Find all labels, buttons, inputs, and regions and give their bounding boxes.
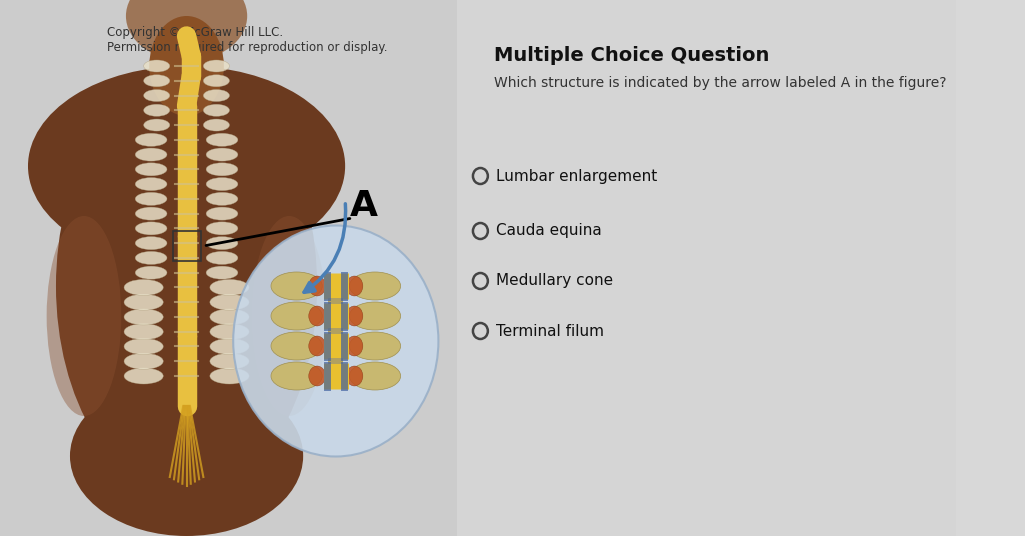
Ellipse shape	[144, 90, 170, 101]
Ellipse shape	[135, 163, 167, 176]
Ellipse shape	[206, 222, 238, 235]
Ellipse shape	[135, 133, 167, 146]
Bar	[328, 328, 343, 334]
Text: Which structure is indicated by the arrow labeled A in the figure?: Which structure is indicated by the arro…	[494, 76, 947, 90]
Ellipse shape	[252, 216, 327, 416]
Ellipse shape	[203, 119, 230, 131]
Ellipse shape	[234, 226, 439, 457]
Text: Lumbar enlargement: Lumbar enlargement	[496, 168, 657, 183]
Bar	[172, 231, 201, 261]
Ellipse shape	[206, 133, 238, 146]
Ellipse shape	[206, 266, 238, 279]
Ellipse shape	[144, 119, 170, 131]
Ellipse shape	[206, 236, 238, 250]
Ellipse shape	[124, 338, 163, 354]
Text: Multiple Choice Question: Multiple Choice Question	[494, 46, 770, 65]
Bar	[328, 298, 343, 304]
Ellipse shape	[203, 90, 230, 101]
Ellipse shape	[70, 376, 303, 536]
Ellipse shape	[124, 324, 163, 340]
Ellipse shape	[210, 368, 249, 384]
Ellipse shape	[210, 279, 249, 295]
Ellipse shape	[206, 163, 238, 176]
Ellipse shape	[206, 177, 238, 191]
Bar	[328, 358, 343, 364]
Ellipse shape	[135, 148, 167, 161]
Ellipse shape	[124, 279, 163, 295]
Ellipse shape	[206, 192, 238, 205]
Ellipse shape	[144, 60, 170, 72]
Ellipse shape	[135, 177, 167, 191]
Ellipse shape	[206, 207, 238, 220]
Ellipse shape	[28, 66, 345, 266]
Ellipse shape	[210, 338, 249, 354]
Ellipse shape	[135, 236, 167, 250]
Bar	[457, 0, 956, 536]
Ellipse shape	[126, 0, 247, 61]
Ellipse shape	[144, 105, 170, 116]
Text: Copyright © McGraw Hill LLC.
Permission required for reproduction or display.: Copyright © McGraw Hill LLC. Permission …	[108, 26, 387, 54]
Ellipse shape	[124, 353, 163, 369]
Ellipse shape	[206, 251, 238, 264]
Ellipse shape	[206, 148, 238, 161]
Ellipse shape	[203, 105, 230, 116]
Ellipse shape	[150, 16, 223, 116]
Text: Medullary cone: Medullary cone	[496, 273, 613, 288]
Ellipse shape	[271, 332, 322, 360]
Ellipse shape	[56, 76, 317, 496]
Ellipse shape	[271, 362, 322, 390]
Ellipse shape	[124, 368, 163, 384]
Polygon shape	[180, 381, 193, 416]
Ellipse shape	[47, 216, 121, 416]
Ellipse shape	[346, 306, 363, 326]
Ellipse shape	[350, 272, 401, 300]
Ellipse shape	[210, 353, 249, 369]
Ellipse shape	[271, 302, 322, 330]
Text: Terminal filum: Terminal filum	[496, 324, 605, 339]
Ellipse shape	[350, 362, 401, 390]
Ellipse shape	[124, 309, 163, 325]
Ellipse shape	[210, 309, 249, 325]
Text: Cauda equina: Cauda equina	[496, 224, 602, 239]
Ellipse shape	[210, 324, 249, 340]
Ellipse shape	[309, 336, 326, 356]
Ellipse shape	[135, 222, 167, 235]
Ellipse shape	[210, 294, 249, 310]
Ellipse shape	[203, 60, 230, 72]
Ellipse shape	[135, 266, 167, 279]
Ellipse shape	[309, 276, 326, 296]
Ellipse shape	[346, 366, 363, 386]
Ellipse shape	[135, 192, 167, 205]
Ellipse shape	[124, 294, 163, 310]
Ellipse shape	[309, 306, 326, 326]
Ellipse shape	[203, 75, 230, 87]
Ellipse shape	[350, 302, 401, 330]
Ellipse shape	[309, 366, 326, 386]
Ellipse shape	[346, 336, 363, 356]
Ellipse shape	[350, 332, 401, 360]
Bar	[0, 0, 457, 536]
Ellipse shape	[271, 272, 322, 300]
Ellipse shape	[135, 251, 167, 264]
Text: A: A	[350, 189, 378, 223]
Ellipse shape	[144, 75, 170, 87]
Ellipse shape	[135, 207, 167, 220]
Ellipse shape	[346, 276, 363, 296]
